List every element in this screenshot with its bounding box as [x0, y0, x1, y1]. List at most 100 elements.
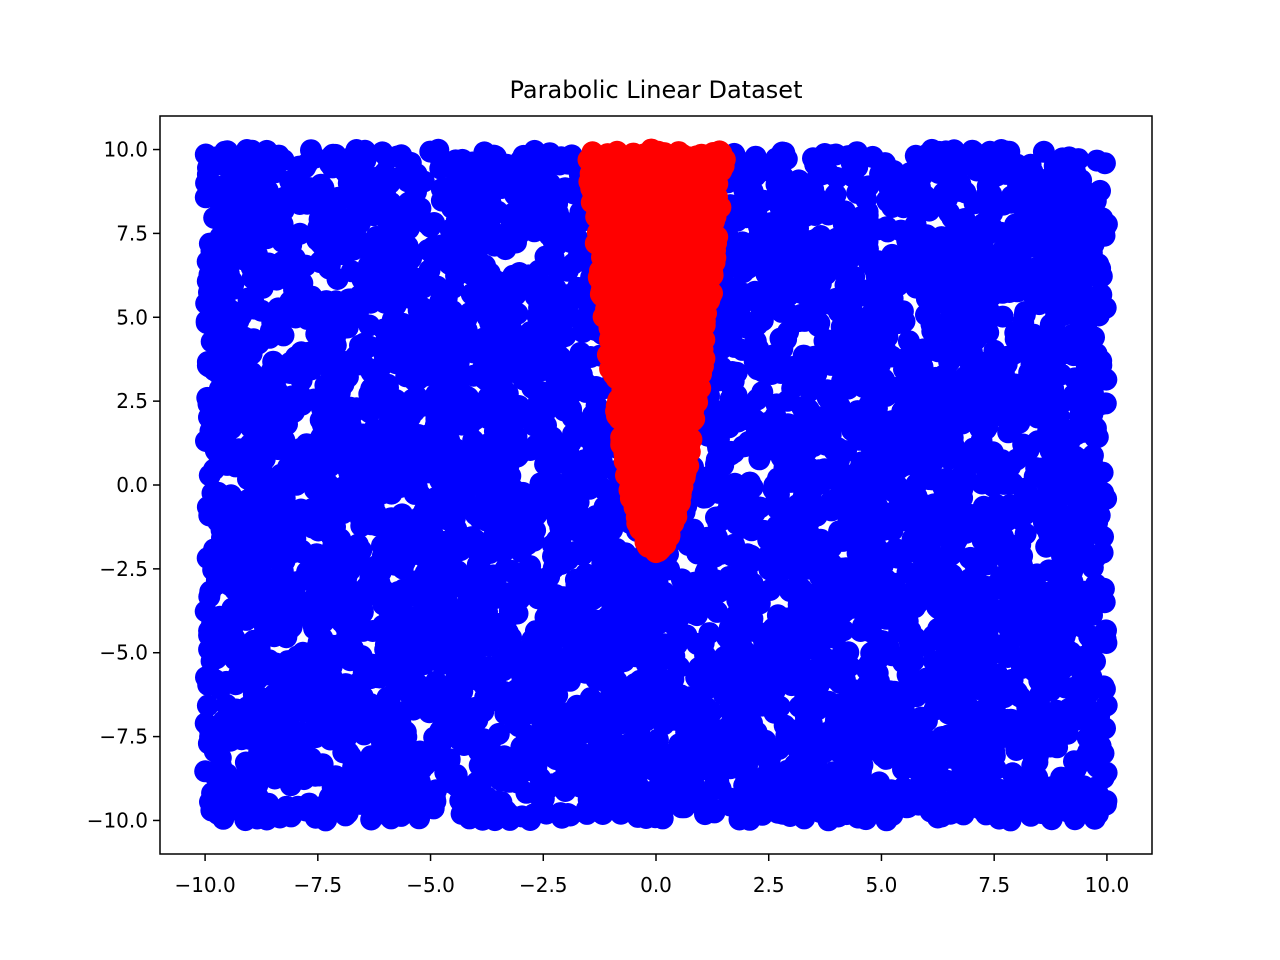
- scatter-point-blue: [733, 166, 756, 189]
- scatter-point-blue: [206, 481, 229, 504]
- scatter-point-blue: [222, 605, 245, 628]
- scatter-point-blue: [811, 192, 834, 215]
- scatter-point-blue: [748, 245, 771, 268]
- chart-title: Parabolic Linear Dataset: [510, 76, 803, 104]
- scatter-point-blue: [831, 529, 854, 552]
- scatter-point-blue: [506, 445, 529, 468]
- scatter-point-blue: [310, 323, 333, 346]
- scatter-point-blue: [840, 299, 863, 322]
- scatter-point-blue: [418, 690, 441, 713]
- scatter-point-blue: [1035, 614, 1058, 637]
- scatter-point-blue: [424, 790, 447, 813]
- scatter-point-blue: [500, 559, 523, 582]
- scatter-point-blue: [539, 252, 562, 275]
- scatter-point-blue: [725, 384, 748, 407]
- scatter-point-blue: [626, 805, 649, 828]
- scatter-point-blue: [524, 620, 547, 643]
- scatter-point-blue: [551, 717, 574, 740]
- scatter-point-blue: [558, 292, 580, 315]
- scatter-point-blue: [201, 613, 223, 636]
- scatter-point-blue: [958, 547, 981, 570]
- scatter-point-blue: [551, 649, 574, 672]
- scatter-point-blue: [460, 283, 483, 306]
- scatter-point-blue: [241, 332, 264, 355]
- scatter-point-blue: [1089, 179, 1111, 202]
- scatter-point-blue: [1018, 389, 1040, 411]
- scatter-point-blue: [841, 272, 864, 295]
- scatter-point-blue: [264, 354, 287, 377]
- scatter-point-blue: [326, 268, 349, 290]
- scatter-point-blue: [224, 673, 247, 696]
- scatter-point-blue: [955, 307, 978, 330]
- scatter-point-blue: [568, 413, 591, 435]
- scatter-point-blue: [766, 515, 789, 537]
- scatter-point-blue: [759, 579, 782, 601]
- scatter-point-blue: [872, 465, 894, 488]
- scatter-point-blue: [1085, 149, 1108, 172]
- scatter-point-blue: [556, 151, 579, 174]
- scatter-point-blue: [684, 600, 706, 623]
- scatter-point-blue: [524, 285, 547, 308]
- scatter-point-blue: [886, 546, 909, 569]
- scatter-point-blue: [228, 183, 251, 206]
- scatter-point-blue: [419, 215, 442, 238]
- scatter-point-blue: [1013, 303, 1036, 326]
- scatter-point-blue: [801, 376, 824, 399]
- scatter-point-blue: [781, 377, 804, 400]
- scatter-point-blue: [579, 346, 602, 368]
- scatter-point-blue: [414, 364, 437, 387]
- scatter-point-blue: [321, 634, 344, 657]
- scatter-point-blue: [349, 334, 371, 357]
- scatter-point-blue: [1006, 681, 1028, 704]
- scatter-point-blue: [1014, 477, 1037, 500]
- scatter-point-blue: [765, 352, 788, 375]
- scatter-point-blue: [995, 162, 1018, 185]
- scatter-point-blue: [200, 237, 223, 259]
- scatter-point-blue: [477, 537, 500, 560]
- scatter-point-blue: [341, 637, 364, 660]
- scatter-point-blue: [1026, 430, 1049, 453]
- scatter-point-blue: [1056, 389, 1079, 412]
- scatter-point-blue: [346, 784, 369, 807]
- scatter-point-blue: [897, 684, 919, 707]
- scatter-point-blue: [483, 612, 506, 635]
- scatter-point-blue: [688, 656, 711, 679]
- scatter-point-blue: [491, 480, 514, 503]
- scatter-point-blue: [1052, 304, 1075, 327]
- scatter-point-blue: [212, 807, 235, 830]
- scatter-point-blue: [477, 324, 500, 347]
- scatter-point-blue: [196, 694, 219, 717]
- scatter-point-blue: [870, 328, 893, 351]
- scatter-point-blue: [234, 809, 257, 832]
- scatter-point-blue: [706, 526, 728, 549]
- scatter-point-blue: [888, 423, 911, 446]
- scatter-point-blue: [362, 204, 385, 227]
- scatter-point-blue: [515, 724, 538, 747]
- scatter-point-blue: [688, 747, 711, 770]
- scatter-point-blue: [1091, 207, 1114, 230]
- scatter-point-blue: [1069, 194, 1092, 217]
- scatter-point-blue: [374, 638, 397, 661]
- scatter-point-blue: [248, 637, 271, 660]
- scatter-point-blue: [739, 471, 761, 494]
- scatter-point-blue: [920, 737, 943, 760]
- scatter-point-blue: [248, 600, 271, 623]
- scatter-point-blue: [198, 504, 221, 527]
- scatter-point-blue: [237, 468, 259, 491]
- scatter-point-blue: [861, 145, 884, 168]
- scatter-point-blue: [276, 268, 299, 291]
- scatter-point-blue: [369, 560, 392, 583]
- scatter-point-blue: [846, 181, 869, 204]
- scatter-point-blue: [744, 145, 767, 168]
- scatter-point-blue: [883, 572, 906, 595]
- scatter-point-blue: [892, 509, 914, 532]
- scatter-point-blue: [734, 493, 757, 516]
- scatter-point-blue: [732, 435, 755, 458]
- scatter-point-blue: [670, 769, 692, 792]
- scatter-point-blue: [784, 559, 806, 582]
- scatter-point-blue: [566, 694, 588, 717]
- scatter-point-blue: [509, 651, 532, 674]
- scatter-point-blue: [787, 169, 810, 192]
- scatter-point-blue: [264, 652, 287, 675]
